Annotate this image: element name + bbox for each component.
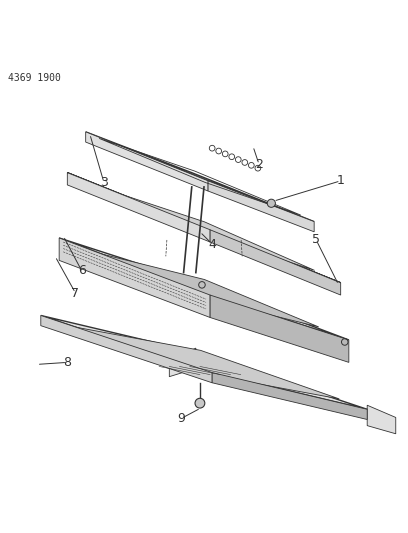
Text: 2: 2 <box>255 158 263 171</box>
Text: 8: 8 <box>63 356 71 369</box>
Text: 6: 6 <box>78 264 86 277</box>
Text: 4: 4 <box>208 238 216 251</box>
Polygon shape <box>59 238 210 318</box>
Circle shape <box>267 199 275 207</box>
Text: 5: 5 <box>312 233 320 246</box>
Polygon shape <box>67 173 341 283</box>
Polygon shape <box>210 230 341 295</box>
Text: 3: 3 <box>100 176 108 189</box>
Polygon shape <box>212 373 367 419</box>
Text: 9: 9 <box>177 412 186 425</box>
Polygon shape <box>59 238 349 340</box>
Polygon shape <box>41 316 367 409</box>
Polygon shape <box>93 185 315 270</box>
Polygon shape <box>210 295 349 362</box>
Polygon shape <box>69 326 339 399</box>
Polygon shape <box>86 132 208 191</box>
Polygon shape <box>367 405 396 434</box>
Polygon shape <box>208 181 314 232</box>
Circle shape <box>195 398 205 408</box>
Text: 4369 1900: 4369 1900 <box>8 72 61 83</box>
Polygon shape <box>67 173 210 242</box>
Polygon shape <box>89 251 319 327</box>
Polygon shape <box>41 316 212 383</box>
Text: 1: 1 <box>337 174 345 187</box>
Text: 7: 7 <box>71 287 80 300</box>
Polygon shape <box>86 132 314 222</box>
Polygon shape <box>169 348 196 377</box>
